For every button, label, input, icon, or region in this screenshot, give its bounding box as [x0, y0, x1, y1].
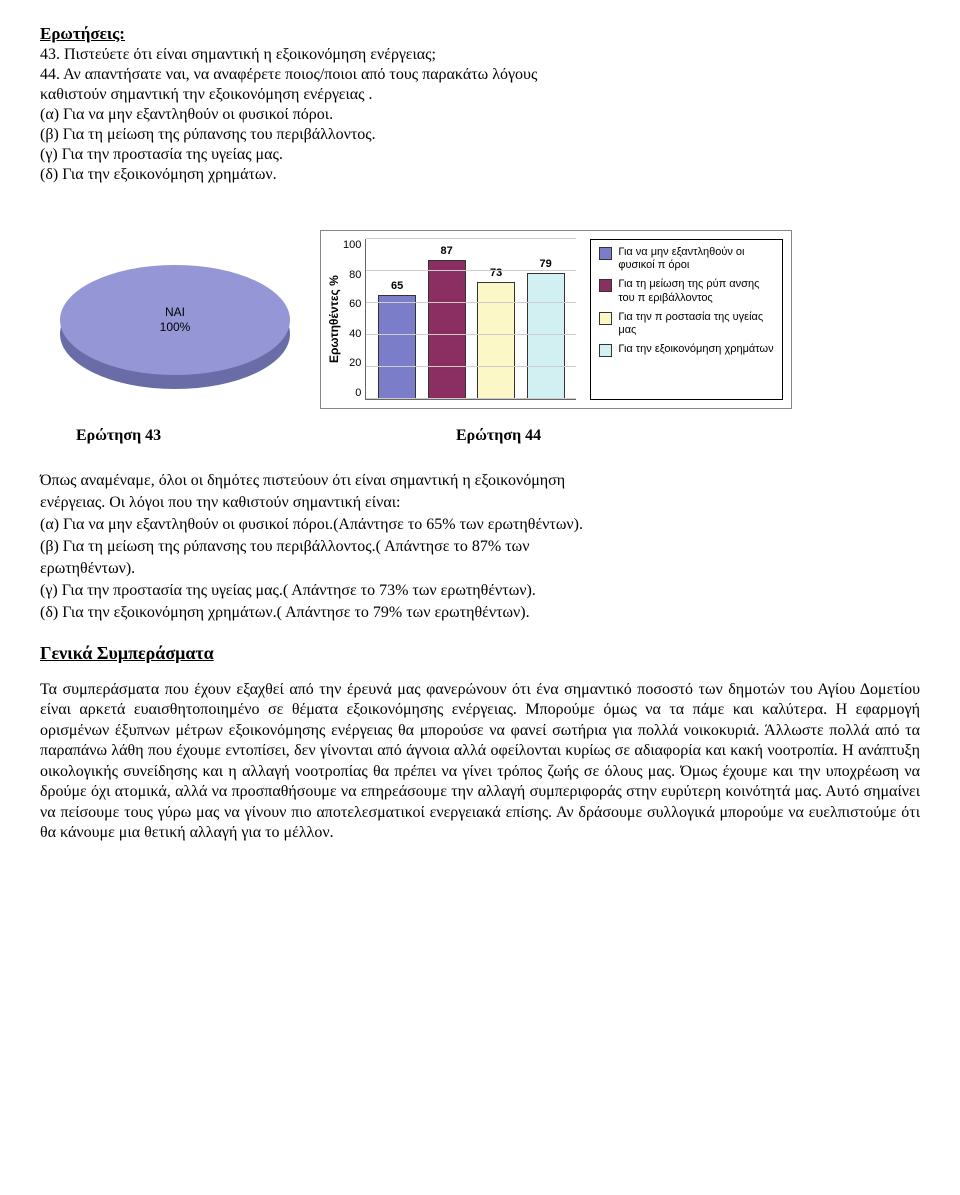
y-tick: 100: [343, 239, 361, 251]
legend-item: Για τη μείωση της ρύπ ανσης του π εριβάλ…: [599, 278, 774, 304]
analysis-line: (γ) Για την προστασία της υγείας μας.( Α…: [40, 581, 920, 601]
bar: 65: [378, 295, 416, 399]
gridline: [366, 270, 576, 271]
question-line: 44. Αν απαντήσατε ναι, να αναφέρετε ποιο…: [40, 66, 920, 84]
questions-heading: Ερωτήσεις:: [40, 24, 920, 44]
bar: 87: [428, 260, 466, 399]
y-tick: 60: [343, 298, 361, 310]
bar-value-label: 65: [391, 280, 403, 292]
legend-item: Για την π ροστασία της υγείας μας: [599, 311, 774, 337]
questions-block: Ερωτήσεις: 43. Πιστεύετε ότι είναι σημαν…: [40, 24, 920, 184]
gridline: [366, 302, 576, 303]
bar: 79: [527, 273, 565, 399]
analysis-line: (δ) Για την εξοικονόμηση χρημάτων.( Απάν…: [40, 603, 920, 623]
analysis-line: Όπως αναμέναμε, όλοι οι δημότες πιστεύου…: [40, 471, 920, 491]
bar-value-label: 73: [490, 267, 502, 279]
pie-chart: ΝΑΙ 100%: [40, 235, 310, 405]
question-line: καθιστούν σημαντική την εξοικονόμηση ενέ…: [40, 86, 920, 104]
legend-label: Για να μην εξαντληθούν οι φυσικοί π όροι: [618, 246, 774, 272]
charts-row: ΝΑΙ 100% Ερωτηθέντες % 100806040200 6587…: [40, 230, 920, 409]
question-line: (γ) Για την προστασία της υγείας μας.: [40, 146, 920, 164]
bar-value-label: 87: [440, 245, 452, 257]
analysis-line: ερωτηθέντων).: [40, 559, 920, 579]
bar-value-label: 79: [539, 258, 551, 270]
question-line: 43. Πιστεύετε ότι είναι σημαντική η εξοι…: [40, 46, 920, 64]
gridline: [366, 398, 576, 399]
bar-chart-container: Ερωτηθέντες % 100806040200 65877379 Για …: [320, 230, 792, 409]
caption-right: Ερώτηση 44: [456, 427, 541, 445]
analysis-line: ενέργειας. Οι λόγοι που την καθιστούν ση…: [40, 493, 920, 513]
bar-plot: 65877379: [365, 239, 576, 400]
chart-captions: Ερώτηση 43 Ερώτηση 44: [40, 427, 920, 445]
gridline: [366, 334, 576, 335]
legend-item: Για την εξοικονόμηση χρημάτων: [599, 343, 774, 357]
y-axis-ticks: 100 80 60 40 20 0: [343, 239, 365, 399]
legend-label: Για τη μείωση της ρύπ ανσης του π εριβάλ…: [618, 278, 774, 304]
legend-swatch: [599, 279, 612, 292]
bar: 73: [477, 282, 515, 399]
question-line: (δ) Για την εξοικονόμηση χρημάτων.: [40, 166, 920, 184]
y-tick: 80: [343, 269, 361, 281]
y-tick: 0: [343, 387, 361, 399]
legend-label: Για την εξοικονόμηση χρημάτων: [618, 343, 773, 356]
conclusions-paragraph: Τα συμπεράσματα που έχουν εξαχθεί από τη…: [40, 680, 920, 844]
y-axis-label: Ερωτηθέντες %: [325, 239, 343, 400]
question-line: (β) Για τη μείωση της ρύπανσης του περιβ…: [40, 126, 920, 144]
legend-label: Για την π ροστασία της υγείας μας: [618, 311, 774, 337]
bar-legend: Για να μην εξαντληθούν οι φυσικοί π όροι…: [590, 239, 783, 400]
question-line: (α) Για να μην εξαντληθούν οι φυσικοί πό…: [40, 106, 920, 124]
legend-swatch: [599, 247, 612, 260]
legend-swatch: [599, 344, 612, 357]
gridline: [366, 366, 576, 367]
gridline: [366, 238, 576, 239]
pie-label-bottom: 100%: [160, 320, 191, 334]
caption-left: Ερώτηση 43: [40, 427, 456, 445]
pie-label-top: ΝΑΙ: [165, 305, 185, 319]
y-tick: 20: [343, 357, 361, 369]
conclusions-title: Γενικά Συμπεράσματα: [40, 643, 920, 664]
analysis-block: Όπως αναμέναμε, όλοι οι δημότες πιστεύου…: [40, 471, 920, 623]
analysis-line: (β) Για τη μείωση της ρύπανσης του περιβ…: [40, 537, 920, 557]
analysis-line: (α) Για να μην εξαντληθούν οι φυσικοί πό…: [40, 515, 920, 535]
legend-swatch: [599, 312, 612, 325]
legend-item: Για να μην εξαντληθούν οι φυσικοί π όροι: [599, 246, 774, 272]
pie-top: ΝΑΙ 100%: [60, 265, 290, 375]
bars-group: 65877379: [366, 239, 576, 399]
y-tick: 40: [343, 328, 361, 340]
